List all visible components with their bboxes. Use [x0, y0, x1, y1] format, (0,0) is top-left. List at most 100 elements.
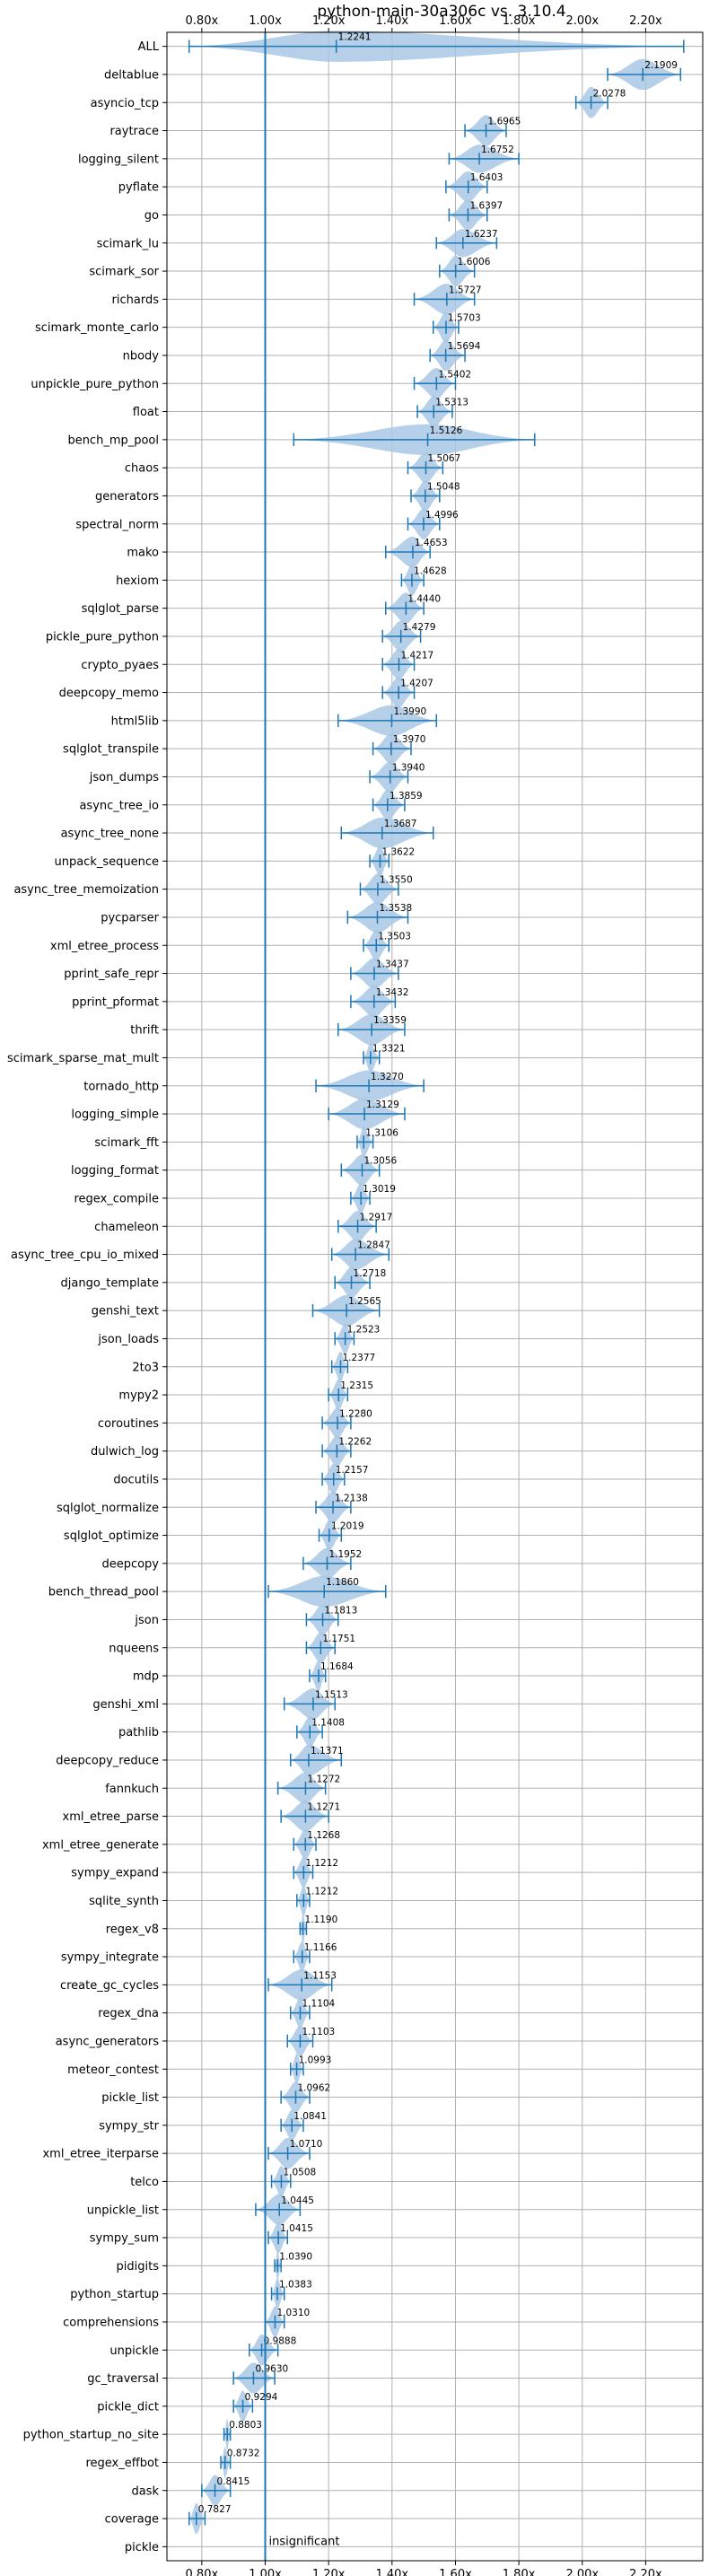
median-value-label: 1.2718 [354, 1268, 387, 1279]
benchmark-label: sqlglot_transpile [63, 743, 159, 757]
chart-title: python-main-30a306c vs. 3.10.4 [317, 3, 565, 21]
benchmark-label: scimark_monte_carlo [35, 321, 159, 335]
median-value-label: 1.1513 [315, 1689, 348, 1700]
median-value-label: 1.1190 [305, 1914, 338, 1925]
benchmark-label: comprehensions [63, 2316, 159, 2329]
benchmark-label: gc_traversal [87, 2372, 159, 2386]
median-value-label: 1.3432 [376, 987, 409, 998]
y-grid-lines [167, 46, 703, 2547]
median-value-label: 1.1212 [305, 1886, 338, 1897]
benchmark-label: sympy_expand [71, 1867, 159, 1880]
x-tick-label-bottom: 2.20x [629, 2568, 662, 2576]
benchmark-label: sqlglot_parse [82, 602, 159, 616]
median-value-label: 1.3437 [376, 959, 409, 970]
median-value-label: 1.3687 [384, 819, 417, 829]
median-value-label: 1.1212 [305, 1858, 338, 1869]
median-value-label: 1.3321 [372, 1043, 406, 1054]
median-value-label: 1.6397 [469, 200, 503, 211]
benchmark-label: ALL [138, 40, 160, 54]
median-value-label: 1.3129 [366, 1100, 399, 1110]
benchmark-label: mypy2 [118, 1389, 159, 1403]
median-value-label: 1.0710 [290, 2139, 323, 2150]
benchmark-label: spectral_norm [75, 518, 159, 531]
median-value-label: 1.5048 [427, 481, 460, 492]
benchmark-label: xml_etree_parse [63, 1810, 159, 1824]
benchmark-label: python_startup [70, 2288, 159, 2301]
benchmark-label: pickle_pure_python [46, 630, 159, 644]
median-value-label: 1.4628 [414, 565, 447, 576]
median-value-label: 1.6403 [470, 172, 503, 183]
median-value-label: 1.3056 [363, 1156, 397, 1167]
median-value-label: 1.3019 [363, 1184, 396, 1195]
benchmark-label: asyncio_tcp [91, 97, 159, 110]
benchmark-label: pprint_safe_repr [64, 968, 159, 981]
median-value-label: 2.0278 [593, 88, 626, 99]
median-value-label: 1.5402 [438, 369, 471, 380]
median-value-label: 1.1272 [307, 1774, 340, 1784]
benchmark-label: nbody [123, 349, 160, 363]
benchmark-label: crypto_pyaes [81, 659, 159, 672]
benchmark-label: async_generators [56, 2035, 160, 2048]
median-value-label: 1.6752 [481, 145, 514, 155]
median-value-label: 1.1751 [322, 1634, 355, 1644]
benchmark-label: thrift [130, 1024, 159, 1038]
x-tick-label-top: 0.80x [186, 14, 219, 28]
median-value-label: 1.4279 [403, 622, 436, 633]
benchmark-label: pickle_dict [97, 2400, 159, 2414]
benchmark-label: tornado_http [83, 1080, 159, 1093]
insignificant-annotation: insignificant [269, 2535, 340, 2548]
x-tick-label-top: 1.80x [503, 14, 536, 28]
median-value-label: 1.1408 [311, 1718, 345, 1729]
median-value-label: 1.4440 [407, 594, 441, 605]
benchmark-label: pycparser [101, 911, 159, 924]
benchmark-label: xml_etree_generate [42, 1838, 159, 1852]
median-value-label: 1.0962 [297, 2083, 330, 2094]
benchmark-label: mako [127, 547, 159, 560]
benchmark-label: meteor_contest [67, 2063, 159, 2077]
benchmark-label: pyflate [118, 181, 159, 195]
median-value-label: 1.6006 [458, 257, 491, 267]
median-value-label: 1.3106 [365, 1127, 398, 1138]
benchmark-label: scimark_lu [97, 237, 159, 250]
median-value-label: 1.0993 [299, 2055, 332, 2065]
benchmark-label: pprint_pformat [72, 995, 159, 1009]
benchmark-label: async_tree_memoization [13, 883, 159, 897]
median-value-label: 1.0310 [276, 2308, 310, 2318]
benchmark-label: generators [95, 490, 159, 504]
benchmark-label: sqlglot_optimize [64, 1529, 159, 1543]
median-value-label: 1.2262 [338, 1437, 372, 1448]
benchmark-label: chameleon [94, 1221, 159, 1234]
median-value-label: 1.1268 [307, 1830, 340, 1841]
benchmark-label: json [134, 1614, 159, 1627]
median-value-label: 1.1166 [304, 1942, 337, 1953]
benchmark-label: regex_effbot [85, 2457, 159, 2470]
benchmark-label: coroutines [98, 1417, 159, 1431]
benchmark-label: sqlglot_normalize [57, 1502, 159, 1515]
benchmark-label: json_loads [97, 1333, 159, 1346]
median-value-label: 0.8732 [227, 2448, 260, 2458]
violin-marks: 1.2241 2.1909 2.0278 1.6965 1.6752 1.6403 1.63… [188, 31, 685, 2535]
benchmark-label: nqueens [109, 1642, 159, 1655]
median-value-label: 1.4653 [415, 538, 448, 548]
median-value-label: 1.0841 [293, 2111, 327, 2122]
benchmark-label: genshi_text [92, 1305, 159, 1319]
median-value-label: 1.2241 [338, 32, 372, 43]
benchmark-label: chaos [125, 462, 159, 476]
benchmark-label: html5lib [111, 714, 159, 728]
benchmark-label: pidigits [117, 2260, 160, 2274]
median-value-label: 0.7827 [198, 2504, 232, 2515]
median-value-label: 1.0508 [283, 2167, 316, 2177]
benchmark-label: sympy_integrate [61, 1951, 159, 1965]
benchmark-label: django_template [61, 1276, 159, 1290]
x-axis-bottom-ticks: 0.80x 1.00x 1.20x 1.40x 1.60x 1.80x 2.00x 2.20x [186, 2561, 662, 2576]
x-tick-label-top: 2.00x [565, 14, 599, 28]
x-tick-label-bottom: 1.80x [503, 2568, 536, 2576]
benchmark-label: bench_thread_pool [48, 1586, 159, 1599]
x-tick-label-top: 1.20x [312, 14, 346, 28]
benchmark-label: python_startup_no_site [23, 2429, 159, 2442]
median-value-label: 1.1103 [302, 2027, 335, 2037]
benchmark-label: dulwich_log [91, 1445, 159, 1459]
benchmark-label: unpickle_pure_python [31, 378, 159, 391]
benchmark-label: xml_etree_process [50, 940, 159, 953]
y-axis-benchmark-labels: ALL deltablue asyncio_tcp raytrace logging_s… [7, 40, 167, 2554]
